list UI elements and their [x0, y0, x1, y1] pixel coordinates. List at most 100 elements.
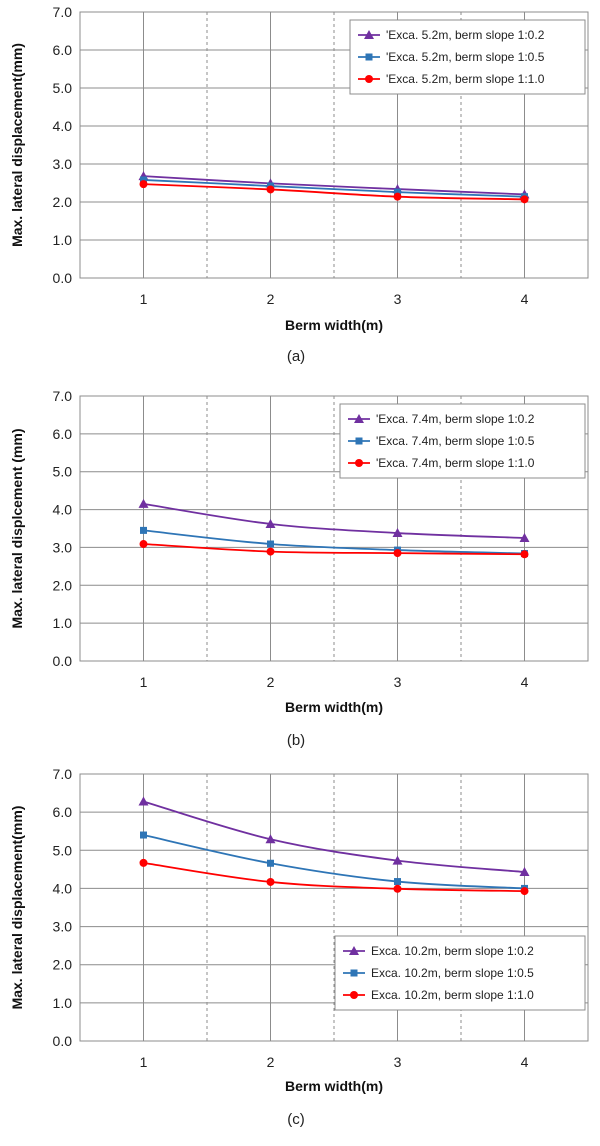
- x-axis-title: Berm width(m): [285, 699, 383, 715]
- data-point: [266, 185, 275, 194]
- x-axis-title: Berm width(m): [285, 317, 383, 333]
- data-point: [266, 877, 275, 886]
- y-tick-label: 0.0: [53, 653, 73, 669]
- y-tick-label: 3.0: [53, 156, 73, 172]
- x-tick-label: 4: [521, 674, 529, 690]
- data-point: [519, 532, 530, 542]
- data-point: [394, 878, 401, 886]
- y-tick-label: 0.0: [53, 1033, 73, 1049]
- series-line: [143, 800, 525, 873]
- y-tick-label: 1.0: [53, 615, 73, 631]
- series-line: [143, 175, 525, 196]
- legend-marker: [365, 75, 373, 83]
- x-tick-label: 2: [267, 1054, 275, 1070]
- y-tick-label: 5.0: [53, 80, 73, 96]
- legend-marker: [350, 991, 358, 999]
- legend-box: [339, 403, 586, 479]
- x-tick-label: 1: [140, 1054, 148, 1070]
- y-axis-title: Max. lateral displacement(mm): [9, 806, 25, 1010]
- legend-marker: [354, 414, 364, 423]
- y-tick-label: 7.0: [53, 4, 73, 20]
- y-tick-label: 6.0: [53, 804, 73, 820]
- data-point: [519, 867, 530, 877]
- chart-svg: 0.0 1.0 2.0 3.0 4.0 5.0 6.0 7.0 1 2 3 4 Exca. 10.2m,…: [9, 766, 589, 1128]
- data-point: [394, 188, 401, 196]
- data-point: [392, 855, 403, 865]
- y-tick-label: 6.0: [53, 42, 73, 58]
- chart-panel-c: 0.0 1.0 2.0 3.0 4.0 5.0 6.0 7.0 1 2 3 4 Exca. 10.2m,…: [0, 764, 600, 1146]
- plot-area-frame: [79, 773, 589, 1042]
- data-point: [139, 540, 148, 549]
- legend-entry-label: 'Exca. 5.2m, berm slope 1:1.0: [386, 72, 545, 86]
- panel-caption: (c): [287, 1111, 305, 1128]
- x-tick-label: 1: [140, 674, 148, 690]
- chart-panel-a: 0.0 1.0 2.0 3.0 4.0 5.0 6.0 7.0 1 2 3 4 'Exca. 5.2m,…: [0, 0, 600, 382]
- plot-area-frame: [79, 11, 589, 279]
- legend-marker: [350, 969, 358, 977]
- y-tick-label: 2.0: [53, 577, 73, 593]
- data-point: [265, 834, 276, 844]
- data-point: [138, 498, 149, 508]
- y-tick-label: 7.0: [53, 388, 73, 404]
- data-point: [140, 831, 147, 839]
- series-line: [143, 179, 525, 198]
- chart-svg: 0.0 1.0 2.0 3.0 4.0 5.0 6.0 7.0 1 2 3 4 'Exca. 7.4m,…: [9, 388, 589, 749]
- chart-svg: 0.0 1.0 2.0 3.0 4.0 5.0 6.0 7.0 1 2 3 4 'Exca. 5.2m,…: [9, 4, 589, 365]
- series-line: [143, 529, 525, 555]
- data-point: [140, 526, 147, 534]
- legend-marker: [365, 53, 373, 61]
- y-tick-label: 6.0: [53, 426, 73, 442]
- panel-caption: (b): [287, 732, 305, 749]
- y-tick-label: 3.0: [53, 919, 73, 935]
- x-tick-label: 3: [394, 674, 402, 690]
- series-line: [143, 183, 525, 201]
- y-tick-label: 1.0: [53, 995, 73, 1011]
- y-tick-label: 1.0: [53, 232, 73, 248]
- x-tick-label: 4: [521, 291, 529, 307]
- data-point: [139, 180, 148, 189]
- data-point: [267, 540, 274, 548]
- data-point: [140, 176, 147, 184]
- y-tick-label: 7.0: [53, 766, 73, 782]
- legend-box: [349, 19, 586, 95]
- data-point: [139, 858, 148, 867]
- legend-marker: [355, 437, 363, 445]
- legend-entry-label: 'Exca. 7.4m, berm slope 1:0.5: [376, 434, 535, 448]
- data-point: [266, 547, 275, 556]
- y-tick-label: 4.0: [53, 502, 73, 518]
- x-tick-label: 4: [521, 1054, 529, 1070]
- data-point: [267, 859, 274, 867]
- legend-entry-label: Exca. 10.2m, berm slope 1:1.0: [371, 988, 534, 1002]
- y-tick-label: 2.0: [53, 957, 73, 973]
- y-tick-label: 3.0: [53, 539, 73, 555]
- series-line: [143, 543, 525, 556]
- series-line: [143, 503, 525, 539]
- x-tick-label: 1: [140, 291, 148, 307]
- y-axis-title: Max. lateral displacement(mm): [9, 43, 25, 247]
- x-tick-label: 3: [394, 291, 402, 307]
- data-point: [520, 550, 529, 559]
- y-axis-title: Max. lateral displcement (mm): [9, 429, 25, 629]
- y-tick-label: 0.0: [53, 270, 73, 286]
- data-point: [393, 549, 402, 558]
- data-point: [265, 518, 276, 528]
- data-point: [138, 796, 149, 806]
- x-tick-label: 3: [394, 1054, 402, 1070]
- y-tick-label: 4.0: [53, 118, 73, 134]
- legend-entry-label: 'Exca. 5.2m, berm slope 1:0.5: [386, 50, 545, 64]
- data-point: [393, 884, 402, 893]
- series-line: [143, 861, 525, 892]
- data-point: [520, 887, 529, 896]
- y-tick-label: 5.0: [53, 464, 73, 480]
- y-tick-label: 2.0: [53, 194, 73, 210]
- y-tick-label: 5.0: [53, 842, 73, 858]
- legend-marker: [355, 459, 363, 467]
- y-tick-label: 4.0: [53, 880, 73, 896]
- data-point: [392, 528, 403, 538]
- plot-area-frame: [79, 395, 589, 662]
- series-line: [143, 834, 525, 890]
- legend-entry-label: Exca. 10.2m, berm slope 1:0.5: [371, 966, 534, 980]
- legend-entry-label: 'Exca. 7.4m, berm slope 1:0.2: [376, 412, 535, 426]
- chart-panel-b: 0.0 1.0 2.0 3.0 4.0 5.0 6.0 7.0 1 2 3 4 'Exca. 7.4m,…: [0, 382, 600, 764]
